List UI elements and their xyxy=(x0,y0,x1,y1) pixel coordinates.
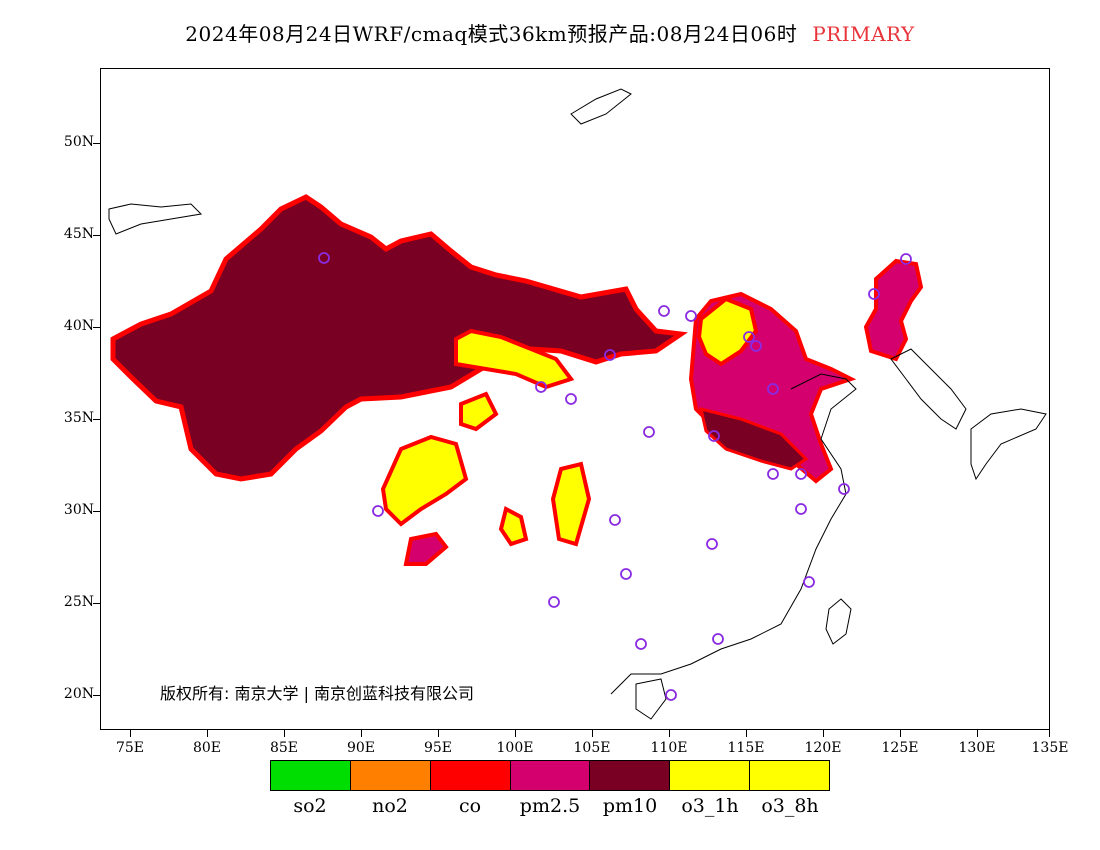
lon-label-135e: 135E xyxy=(1031,740,1069,756)
legend-swatch-so2 xyxy=(271,761,351,790)
coastline-east xyxy=(610,373,857,695)
lat-label-35n: 35N xyxy=(63,410,94,426)
lon-label-110e: 110E xyxy=(650,740,688,756)
lon-tick xyxy=(284,730,285,737)
pollutant-map xyxy=(108,88,1047,720)
legend-swatch-co xyxy=(430,761,511,790)
lat-label-30n: 30N xyxy=(63,502,94,518)
lat-label-40n: 40N xyxy=(63,318,94,334)
title-main: 2024年08月24日WRF/cmaq模式36km预报产品:08月24日06时 xyxy=(185,22,798,46)
lon-tick xyxy=(592,730,593,737)
region-pm25-northeast xyxy=(863,258,924,362)
legend-label-pm25: pm2.5 xyxy=(519,795,581,817)
coastline-korea xyxy=(890,348,967,430)
lat-label-20n: 20N xyxy=(63,686,94,702)
lon-tick xyxy=(746,730,747,737)
lon-label-85e: 85E xyxy=(269,740,299,756)
region-pm25-yunnan xyxy=(403,531,449,566)
legend-label-o3-1h: o3_1h xyxy=(681,795,739,817)
region-o3-tibet xyxy=(380,434,469,527)
lon-label-95e: 95E xyxy=(423,740,453,756)
legend-colorbar xyxy=(270,760,830,791)
coastline-caspian xyxy=(108,203,203,235)
legend-swatch-no2 xyxy=(350,761,431,790)
lat-tick xyxy=(93,327,100,328)
lat-tick xyxy=(93,235,100,236)
region-o3-sichuan-1 xyxy=(550,461,592,547)
legend-labels: so2 no2 co pm2.5 pm10 o3_1h o3_8h xyxy=(270,795,830,817)
copyright-text: 版权所有: 南京大学 | 南京创蓝科技有限公司 xyxy=(160,684,475,703)
region-o3-ningxia xyxy=(454,328,575,390)
coastline-japan xyxy=(970,408,1047,481)
lat-tick xyxy=(93,419,100,420)
lat-label-50n: 50N xyxy=(63,134,94,150)
map-title: 2024年08月24日WRF/cmaq模式36km预报产品:08月24日06时 … xyxy=(0,18,1100,47)
coastline-taiwan xyxy=(825,598,852,645)
lon-label-100e: 100E xyxy=(496,740,534,756)
legend-swatch-o3-8h xyxy=(750,761,830,790)
lon-label-105e: 105E xyxy=(573,740,611,756)
coastline-baikal xyxy=(570,88,632,125)
legend-label-co: co xyxy=(458,795,482,817)
lat-tick xyxy=(93,511,100,512)
lon-tick xyxy=(900,730,901,737)
region-pm10-west xyxy=(110,194,688,482)
lon-tick xyxy=(823,730,824,737)
coastline-hainan xyxy=(635,678,667,720)
lat-label-25n: 25N xyxy=(63,594,94,610)
lon-label-90e: 90E xyxy=(346,740,376,756)
region-o3-qinghai xyxy=(459,391,499,432)
lon-label-125e: 125E xyxy=(881,740,919,756)
lon-tick xyxy=(130,730,131,737)
lon-tick xyxy=(515,730,516,737)
lat-tick xyxy=(93,695,100,696)
legend-label-o3-8h: o3_8h xyxy=(761,795,819,817)
title-product: PRIMARY xyxy=(812,22,915,46)
legend-swatch-pm25 xyxy=(510,761,591,790)
lon-tick xyxy=(977,730,978,737)
lon-label-130e: 130E xyxy=(958,740,996,756)
legend-swatch-o3-1h xyxy=(670,761,751,790)
lon-label-120e: 120E xyxy=(804,740,842,756)
lat-tick xyxy=(93,143,100,144)
legend-swatch-pm10 xyxy=(590,761,671,790)
region-o3-shanxi xyxy=(696,296,759,367)
station-markers xyxy=(318,252,912,701)
lat-label-45n: 45N xyxy=(63,226,94,242)
lon-tick xyxy=(207,730,208,737)
legend-label-pm10: pm10 xyxy=(602,795,658,817)
region-o3-sichuan-2 xyxy=(498,506,529,547)
lon-tick xyxy=(669,730,670,737)
legend-label-so2: so2 xyxy=(293,795,327,817)
lon-tick xyxy=(1049,730,1050,737)
map-frame[interactable] xyxy=(100,68,1050,730)
lon-label-115e: 115E xyxy=(727,740,765,756)
region-pm10-henan xyxy=(698,406,809,471)
lon-tick xyxy=(361,730,362,737)
lon-label-75e: 75E xyxy=(115,740,145,756)
legend-label-no2: no2 xyxy=(372,795,408,817)
lon-label-80e: 80E xyxy=(192,740,222,756)
lon-tick xyxy=(438,730,439,737)
lat-tick xyxy=(93,603,100,604)
